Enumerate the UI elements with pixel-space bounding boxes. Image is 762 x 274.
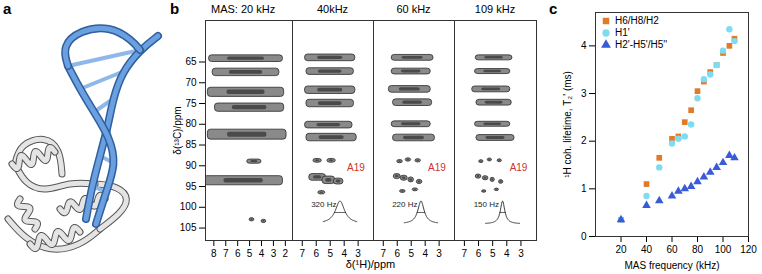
svg-text:4: 4 [422,248,428,259]
svg-text:3: 3 [436,248,442,259]
svg-text:7: 7 [223,248,229,259]
html-text:b: b [170,0,180,17]
svg-text:0: 0 [581,231,587,242]
svg-text:4: 4 [581,40,587,51]
svg-text:75: 75 [185,98,197,109]
svg-text:90: 90 [185,160,197,171]
svg-text:6: 6 [313,248,319,259]
svg-text:220 Hz: 220 Hz [392,200,417,209]
html-text:60 kHz: 60 kHz [396,3,431,15]
svg-text:7: 7 [380,248,386,259]
svg-text:3: 3 [355,248,361,259]
svg-text:20: 20 [615,244,627,255]
html-text:H1': H1' [615,27,630,38]
svg-text:6: 6 [476,248,482,259]
svg-text:1: 1 [581,183,587,194]
svg-text:150 Hz: 150 Hz [474,200,499,209]
svg-text:40: 40 [641,244,653,255]
svg-text:6: 6 [394,248,400,259]
html-text:109 kHz: 109 kHz [474,3,516,15]
html-text:a: a [3,0,12,17]
svg-text:7: 7 [462,248,468,259]
svg-text:4: 4 [259,248,265,259]
svg-text:5: 5 [408,248,414,259]
svg-text:4: 4 [504,248,510,259]
html-text:c: c [549,0,558,17]
svg-text:MAS frequency (kHz): MAS frequency (kHz) [624,260,719,271]
svg-text:3: 3 [581,88,587,99]
svg-text:A19: A19 [510,162,528,173]
svg-text:60: 60 [666,244,678,255]
svg-text:320 Hz: 320 Hz [311,200,336,209]
svg-text:80: 80 [185,118,197,129]
svg-text:δ(¹³C)/ppm: δ(¹³C)/ppm [172,106,183,154]
svg-text:105: 105 [180,222,197,233]
svg-text:5: 5 [247,248,253,259]
svg-text:65: 65 [185,56,197,67]
svg-text:2: 2 [581,135,587,146]
html-text:MAS: 20 kHz: MAS: 20 kHz [211,3,276,15]
svg-text:8: 8 [211,248,217,259]
html-text:δ(¹H)/ppm: δ(¹H)/ppm [345,258,396,270]
svg-text:A19: A19 [428,162,446,173]
svg-text:2: 2 [283,248,289,259]
svg-text:¹H coh. lifetime, T₂' (ms): ¹H coh. lifetime, T₂' (ms) [562,71,573,178]
html-text:40kHz: 40kHz [316,3,349,15]
svg-text:7: 7 [299,248,305,259]
svg-text:70: 70 [185,77,197,88]
svg-text:120: 120 [740,244,757,255]
svg-text:100: 100 [715,244,732,255]
html-text:H2'-H5'/H5'': H2'-H5'/H5'' [615,39,668,50]
svg-text:100: 100 [180,201,197,212]
svg-text:4: 4 [341,248,347,259]
svg-text:6: 6 [235,248,241,259]
svg-text:95: 95 [185,181,197,192]
svg-text:3: 3 [271,248,277,259]
svg-text:5: 5 [327,248,333,259]
svg-text:3: 3 [518,248,524,259]
svg-text:A19: A19 [347,162,365,173]
svg-text:5: 5 [490,248,496,259]
svg-text:80: 80 [692,244,704,255]
svg-text:85: 85 [185,139,197,150]
html-text:H6/H8/H2: H6/H8/H2 [615,15,659,26]
